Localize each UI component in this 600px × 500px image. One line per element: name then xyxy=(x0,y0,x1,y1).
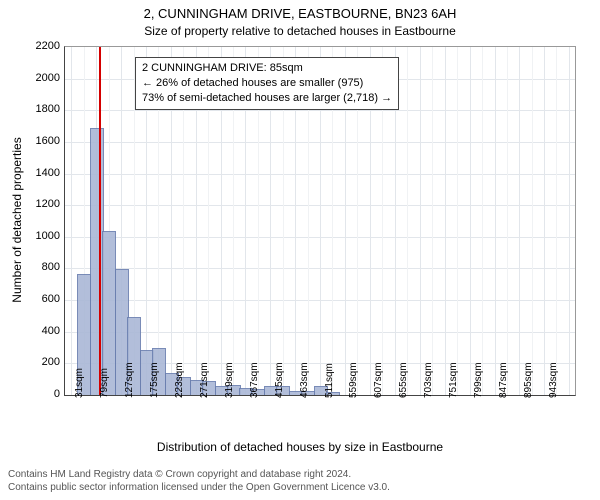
x-tick-label: 223sqm xyxy=(174,362,185,398)
x-tick-label: 847sqm xyxy=(498,362,509,398)
page-title: 2, CUNNINGHAM DRIVE, EASTBOURNE, BN23 6A… xyxy=(0,6,600,21)
x-tick-label: 751sqm xyxy=(448,362,459,398)
marker-line xyxy=(99,47,101,395)
attribution-line: Contains public sector information licen… xyxy=(8,481,390,494)
attribution-line: Contains HM Land Registry data © Crown c… xyxy=(8,468,390,481)
x-tick-label: 367sqm xyxy=(249,362,260,398)
x-tick-label: 415sqm xyxy=(274,362,285,398)
annotation-line: ← 26% of detached houses are smaller (97… xyxy=(142,76,392,91)
y-tick-label: 400 xyxy=(10,325,60,337)
attribution-text: Contains HM Land Registry data © Crown c… xyxy=(8,468,390,494)
y-tick-label: 600 xyxy=(10,293,60,305)
y-tick-label: 2200 xyxy=(10,40,60,52)
x-tick-label: 943sqm xyxy=(548,362,559,398)
page-subtitle: Size of property relative to detached ho… xyxy=(0,24,600,38)
chart-overlay: 2 CUNNINGHAM DRIVE: 85sqm ← 26% of detac… xyxy=(65,47,575,395)
x-tick-label: 271sqm xyxy=(199,362,210,398)
y-tick-label: 0 xyxy=(10,388,60,400)
x-tick-label: 127sqm xyxy=(124,362,135,398)
y-tick-label: 2000 xyxy=(10,72,60,84)
annotation-box: 2 CUNNINGHAM DRIVE: 85sqm ← 26% of detac… xyxy=(135,57,399,110)
x-tick-label: 79sqm xyxy=(99,368,110,398)
y-tick-label: 1400 xyxy=(10,167,60,179)
x-tick-label: 175sqm xyxy=(149,362,160,398)
y-tick-label: 200 xyxy=(10,356,60,368)
x-tick-label: 703sqm xyxy=(423,362,434,398)
chart-plot-area: 2 CUNNINGHAM DRIVE: 85sqm ← 26% of detac… xyxy=(64,46,576,396)
annotation-line: 73% of semi-detached houses are larger (… xyxy=(142,91,392,106)
annotation-line: 2 CUNNINGHAM DRIVE: 85sqm xyxy=(142,61,392,76)
x-tick-label: 607sqm xyxy=(373,362,384,398)
y-tick-label: 1000 xyxy=(10,230,60,242)
x-tick-label: 511sqm xyxy=(324,363,335,398)
x-tick-label: 655sqm xyxy=(398,362,409,398)
x-tick-label: 319sqm xyxy=(224,362,235,398)
x-tick-label: 895sqm xyxy=(523,362,534,398)
x-tick-label: 799sqm xyxy=(473,362,484,398)
y-tick-label: 1600 xyxy=(10,135,60,147)
x-axis-label: Distribution of detached houses by size … xyxy=(0,440,600,454)
x-tick-label: 31sqm xyxy=(74,368,85,398)
x-tick-label: 559sqm xyxy=(348,362,359,398)
y-tick-label: 1800 xyxy=(10,103,60,115)
x-tick-label: 463sqm xyxy=(299,362,310,398)
y-tick-label: 1200 xyxy=(10,198,60,210)
y-tick-label: 800 xyxy=(10,261,60,273)
